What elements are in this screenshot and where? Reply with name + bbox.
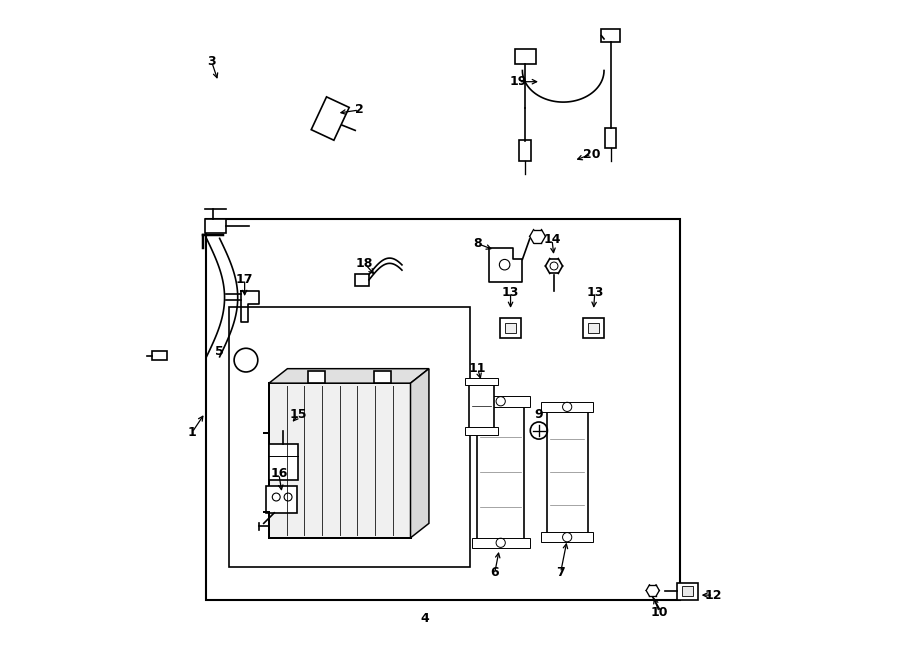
Bar [374, 371, 391, 383]
Bar [505, 323, 517, 333]
Text: 8: 8 [473, 237, 482, 250]
Bar [205, 219, 226, 233]
Bar [469, 381, 494, 431]
Bar [588, 323, 599, 333]
Bar [206, 219, 680, 600]
Text: 18: 18 [356, 257, 373, 270]
Polygon shape [490, 248, 522, 282]
Polygon shape [410, 369, 429, 538]
Bar [309, 371, 325, 383]
Bar [500, 318, 521, 338]
Bar [266, 486, 297, 513]
Text: 20: 20 [583, 147, 600, 161]
Text: 9: 9 [535, 408, 544, 421]
Text: 3: 3 [207, 56, 216, 69]
Bar [515, 50, 536, 64]
Bar [542, 532, 593, 543]
Bar [269, 444, 298, 480]
Bar [465, 377, 498, 385]
Text: 15: 15 [290, 408, 308, 421]
Text: 13: 13 [502, 286, 519, 299]
Bar [465, 427, 498, 435]
Bar [519, 139, 531, 161]
Bar [682, 586, 693, 596]
Bar [542, 402, 593, 412]
Text: 16: 16 [270, 467, 287, 481]
Text: 6: 6 [491, 566, 500, 579]
Text: 1: 1 [187, 426, 196, 439]
Bar [230, 307, 470, 567]
Bar [606, 128, 616, 147]
Bar [472, 396, 529, 407]
Text: 2: 2 [355, 104, 364, 116]
Text: 17: 17 [236, 272, 254, 286]
Polygon shape [311, 97, 349, 140]
Text: 7: 7 [556, 566, 565, 579]
Bar [677, 583, 698, 600]
Text: 12: 12 [705, 588, 722, 602]
Text: 13: 13 [586, 286, 604, 299]
Bar [547, 407, 588, 537]
Text: 4: 4 [420, 612, 429, 625]
Polygon shape [269, 369, 429, 383]
Text: 5: 5 [215, 345, 224, 358]
Text: 11: 11 [469, 362, 486, 375]
Bar [583, 318, 604, 338]
Bar [355, 274, 369, 286]
Bar [601, 29, 620, 42]
Bar [477, 401, 525, 543]
Text: 14: 14 [544, 233, 561, 246]
Text: 19: 19 [509, 75, 527, 88]
Bar [269, 383, 410, 538]
Bar [152, 351, 167, 360]
Text: 10: 10 [651, 605, 668, 619]
Bar [472, 537, 529, 548]
